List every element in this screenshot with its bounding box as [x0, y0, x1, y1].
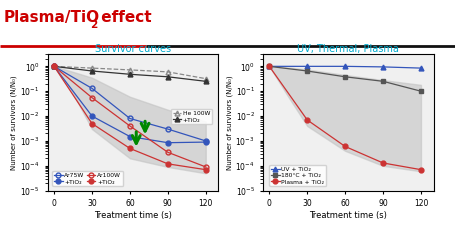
Line: 180°C + TiO₂: 180°C + TiO₂: [267, 64, 424, 94]
He 100W: [127, 69, 133, 71]
180°C + TiO₂: [343, 75, 348, 78]
+TiO₂: [203, 80, 208, 83]
+TiO₂: [165, 141, 171, 144]
Text: Plasma/TiO: Plasma/TiO: [4, 10, 100, 25]
Ar75W: [51, 65, 57, 68]
Ar100W: [51, 65, 57, 68]
UV + TiO₂: [304, 65, 310, 68]
+TiO₂: [51, 65, 57, 68]
Ar75W: [165, 128, 171, 131]
Text: 2: 2: [90, 20, 97, 30]
UV + TiO₂: [343, 65, 348, 68]
Ar100W: [127, 125, 133, 127]
Title: Survivor curves: Survivor curves: [95, 44, 171, 54]
Ar100W: [203, 165, 208, 168]
Plasma + TiO₂: [418, 168, 424, 171]
180°C + TiO₂: [380, 80, 386, 83]
+TiO₂: [89, 122, 95, 125]
Line: +TiO₂: +TiO₂: [52, 64, 208, 172]
X-axis label: Treatment time (s): Treatment time (s): [94, 211, 172, 220]
180°C + TiO₂: [304, 70, 310, 72]
+TiO₂: [89, 70, 95, 72]
180°C + TiO₂: [418, 90, 424, 93]
Line: +TiO₂: +TiO₂: [52, 64, 208, 145]
He 100W: [165, 71, 171, 73]
UV + TiO₂: [380, 66, 386, 68]
Ar75W: [127, 117, 133, 120]
UV + TiO₂: [418, 67, 424, 69]
Ar75W: [203, 140, 208, 142]
He 100W: [203, 77, 208, 80]
+TiO₂: [127, 73, 133, 76]
Ar100W: [165, 151, 171, 154]
Line: +TiO₂: +TiO₂: [52, 64, 208, 84]
+TiO₂: [203, 168, 208, 171]
Text: effect: effect: [96, 10, 152, 25]
Ar75W: [89, 87, 95, 90]
Line: He 100W: He 100W: [52, 64, 208, 81]
+TiO₂: [127, 135, 133, 138]
Plasma + TiO₂: [304, 118, 310, 121]
+TiO₂: [165, 163, 171, 165]
Ar100W: [89, 96, 95, 99]
X-axis label: Treatment time (s): Treatment time (s): [309, 211, 387, 220]
Plasma + TiO₂: [380, 162, 386, 164]
He 100W: [51, 65, 57, 68]
Line: Plasma + TiO₂: Plasma + TiO₂: [267, 64, 424, 172]
Line: Ar100W: Ar100W: [52, 64, 208, 169]
He 100W: [89, 67, 95, 69]
+TiO₂: [51, 65, 57, 68]
Plasma + TiO₂: [267, 65, 272, 68]
Title: UV, Thermal, Plasma: UV, Thermal, Plasma: [298, 44, 399, 54]
Legend: UV + TiO₂, 180°C + TiO₂, Plasma + TiO₂: UV + TiO₂, 180°C + TiO₂, Plasma + TiO₂: [269, 165, 326, 186]
+TiO₂: [165, 75, 171, 78]
+TiO₂: [89, 115, 95, 117]
+TiO₂: [127, 147, 133, 150]
Legend: Ar75W, +TiO₂, Ar100W, +TiO₂: Ar75W, +TiO₂, Ar100W, +TiO₂: [52, 171, 123, 186]
+TiO₂: [51, 65, 57, 68]
Y-axis label: Number of survivors (N/N₀): Number of survivors (N/N₀): [226, 75, 233, 170]
Line: UV + TiO₂: UV + TiO₂: [267, 64, 424, 71]
Y-axis label: Number of survivors (N/N₀): Number of survivors (N/N₀): [11, 75, 17, 170]
Plasma + TiO₂: [343, 145, 348, 148]
UV + TiO₂: [267, 65, 272, 68]
Line: Ar75W: Ar75W: [52, 64, 208, 143]
180°C + TiO₂: [267, 65, 272, 68]
+TiO₂: [203, 141, 208, 143]
